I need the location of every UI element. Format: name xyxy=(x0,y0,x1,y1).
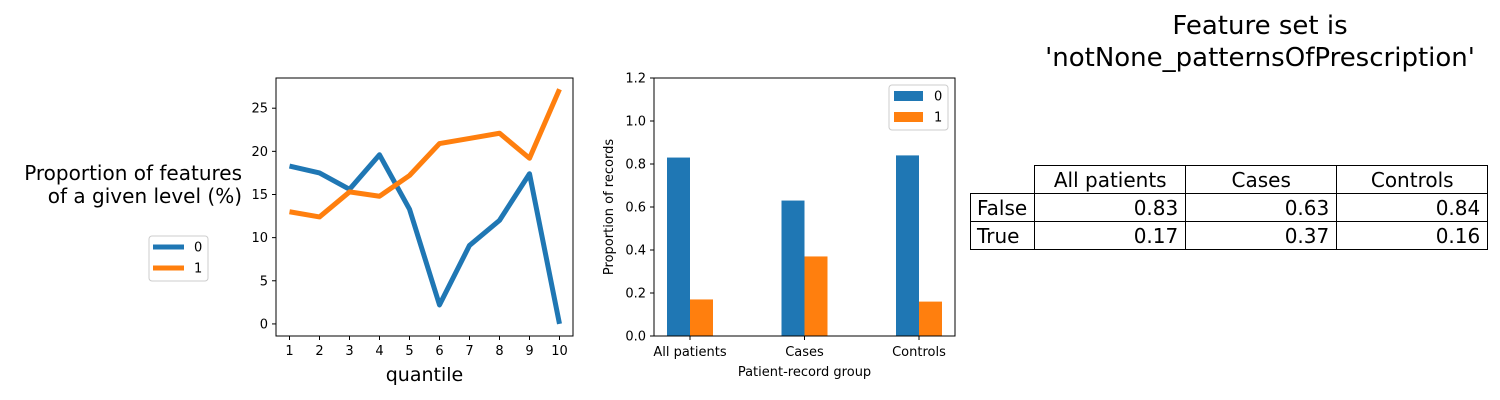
legend-swatch xyxy=(894,91,923,101)
legend-label: 0 xyxy=(934,90,942,105)
x-tick-label: 6 xyxy=(435,344,443,359)
bar-0-all-patients xyxy=(667,157,690,336)
x-tick-label: 10 xyxy=(551,344,568,359)
y-tick-label: 0 xyxy=(260,317,268,332)
table-cell: 0.83 xyxy=(1034,193,1187,222)
y-tick-label: 0.2 xyxy=(625,287,646,302)
x-tick-label: All patients xyxy=(653,345,727,360)
y-tick-label: 0.8 xyxy=(625,158,646,173)
y-tick-label: 0.0 xyxy=(625,330,646,345)
y-tick-label: 25 xyxy=(251,102,268,117)
line-chart-ylabel-line1: Proportion of features xyxy=(24,161,242,185)
y-tick-label: 0.6 xyxy=(625,201,646,216)
table-cell: 0.37 xyxy=(1185,221,1338,250)
feature-set-title-line2: 'notNone_patternsOfPrescription' xyxy=(1045,43,1475,73)
line-chart-frame xyxy=(275,77,574,337)
table-row: True 0.17 0.37 0.16 xyxy=(969,221,1489,250)
table-cell: 0.17 xyxy=(1034,221,1187,250)
bar-1-cases xyxy=(804,256,828,336)
y-tick-label: 5 xyxy=(260,274,268,289)
series-line-1 xyxy=(289,88,562,220)
table-row-label: True xyxy=(969,221,1036,250)
x-tick-label: Cases xyxy=(785,345,824,360)
x-tick-label: 7 xyxy=(465,344,473,359)
series-line-0 xyxy=(288,152,562,325)
summary-table: All patients Cases Controls False 0.83 0… xyxy=(969,165,1489,250)
y-tick-label: 0.4 xyxy=(625,244,646,259)
bar-chart-xlabel: Patient-record group xyxy=(738,365,871,380)
table-row: False 0.83 0.63 0.84 xyxy=(969,193,1489,222)
table-cell: 0.16 xyxy=(1336,221,1489,250)
table-cell: 0.63 xyxy=(1185,193,1338,222)
line-chart-legend: 01 xyxy=(148,235,209,282)
x-tick-label: 5 xyxy=(405,344,413,359)
table-column-header: Cases xyxy=(1185,165,1338,194)
table-corner-cell xyxy=(970,165,1036,194)
y-tick-label: 20 xyxy=(251,145,268,160)
feature-set-title-line1: Feature set is xyxy=(1172,11,1348,41)
x-tick-label: 8 xyxy=(495,344,503,359)
legend-label: 0 xyxy=(194,241,202,256)
x-tick-label: 3 xyxy=(345,344,353,359)
x-tick-label: 4 xyxy=(375,344,383,359)
bar-chart-frame xyxy=(653,77,956,337)
feature-set-title: Feature set is 'notNone_patternsOfPrescr… xyxy=(1010,10,1500,74)
x-tick-label: 2 xyxy=(315,344,323,359)
x-tick-label: 9 xyxy=(525,344,533,359)
line-chart-xlabel: quantile xyxy=(386,364,463,386)
y-tick-label: 1.2 xyxy=(625,72,646,87)
bar-chart: 0.0 0.2 0.4 0.6 0.8 1.0 1.2 All patients Cases C… xyxy=(602,72,956,380)
bar-chart-legend: 01 xyxy=(888,84,949,131)
y-tick-label: 1.0 xyxy=(625,115,646,130)
bar-1-all-patients xyxy=(690,299,713,336)
legend-swatch xyxy=(894,112,923,122)
bar-0-controls xyxy=(896,155,919,336)
bar-1-controls xyxy=(919,301,942,336)
bar-chart-ylabel: Proportion of records xyxy=(602,139,617,275)
bar-0-cases xyxy=(781,200,805,336)
table-column-header: Controls xyxy=(1336,165,1489,194)
x-tick-label: 1 xyxy=(285,344,293,359)
legend-label: 1 xyxy=(934,111,942,126)
y-tick-label: 15 xyxy=(251,188,268,203)
table-header-row: All patients Cases Controls xyxy=(970,165,1489,194)
table-column-header: All patients xyxy=(1034,165,1187,194)
y-tick-label: 10 xyxy=(251,231,268,246)
line-chart-ylabel-line2: of a given level (%) xyxy=(48,184,242,208)
legend-label: 1 xyxy=(194,262,202,277)
table-row-label: False xyxy=(969,193,1036,222)
x-tick-label: Controls xyxy=(892,345,946,360)
table-cell: 0.84 xyxy=(1336,193,1489,222)
